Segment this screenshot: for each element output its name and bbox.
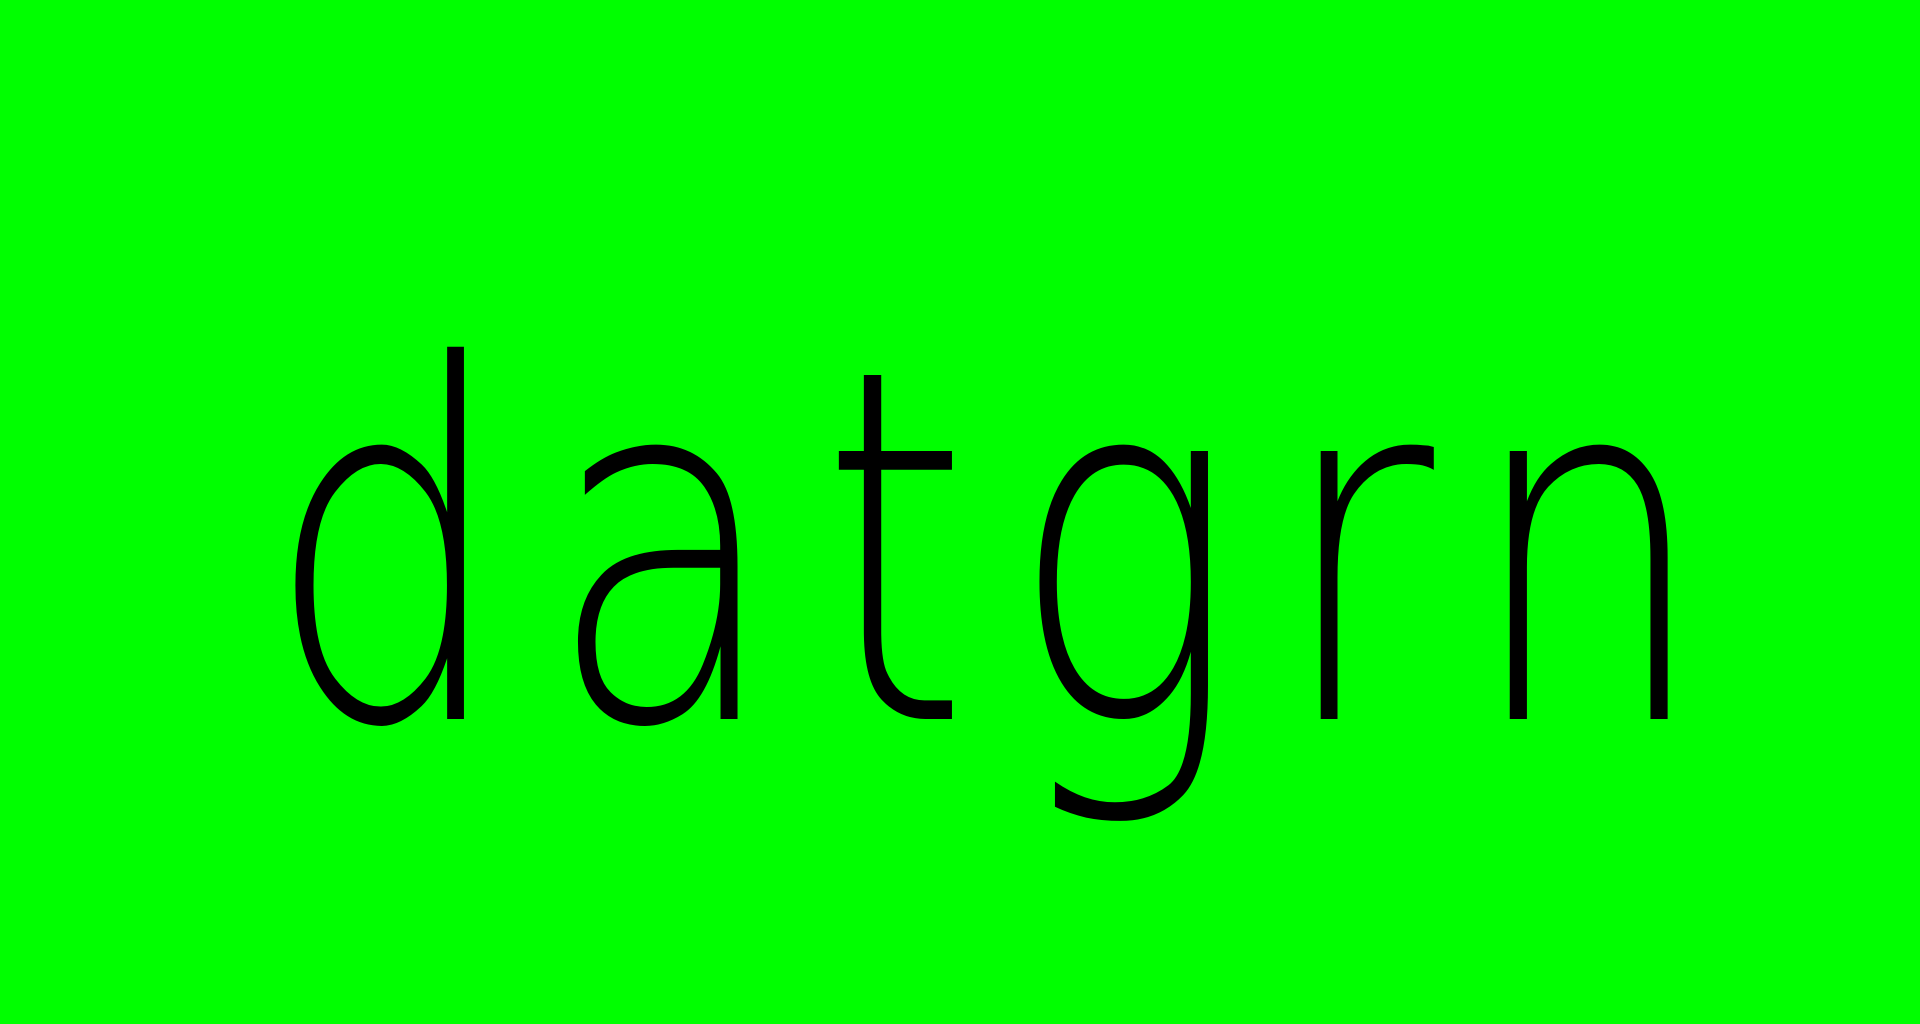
center-word: datgrn bbox=[265, 264, 1748, 835]
